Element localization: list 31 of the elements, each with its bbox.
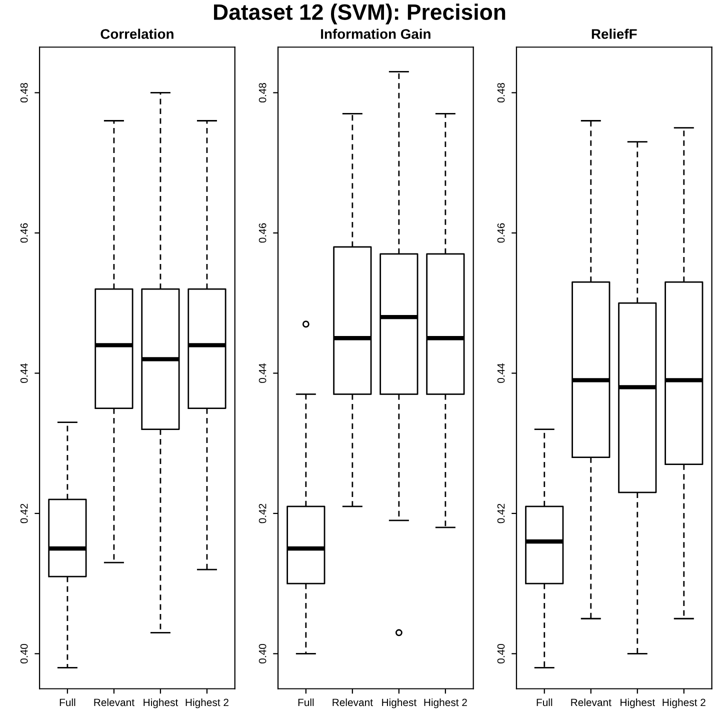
y-tick-label: 0.44	[20, 363, 28, 383]
chart-subtitle: Information Gain	[321, 28, 430, 39]
x-tick-label: Relevant	[94, 698, 134, 706]
y-tick-label: 0.42	[20, 504, 28, 524]
x-tick-label: Highest 2	[424, 698, 467, 708]
x-tick-label: Highest 2	[186, 698, 228, 708]
x-tick-label: Full	[536, 698, 552, 706]
chart-subtitle: Correlation	[100, 28, 174, 39]
y-tick-label: 0.46	[258, 223, 266, 243]
x-tick-label: Highest	[144, 698, 178, 708]
y-tick-label: 0.40	[497, 644, 505, 664]
x-tick-label: Full	[60, 698, 76, 706]
y-tick-label: 0.46	[497, 223, 505, 243]
y-tick-label: 0.42	[497, 504, 505, 524]
chart-subtitle: ReliefF	[592, 28, 637, 39]
y-tick-label: 0.48	[497, 83, 505, 102]
y-tick-label: 0.48	[258, 83, 266, 102]
x-tick-label: Relevant	[571, 698, 612, 706]
chart-title: Dataset 12 (SVM): Precision	[214, 4, 506, 24]
x-tick-label: Full	[298, 698, 314, 706]
y-tick-label: 0.40	[258, 644, 266, 664]
x-tick-label: Highest	[620, 698, 655, 708]
y-tick-label: 0.44	[497, 363, 505, 383]
x-tick-label: Relevant	[332, 698, 373, 706]
y-tick-label: 0.48	[20, 83, 28, 102]
y-tick-label: 0.42	[258, 504, 266, 524]
y-tick-label: 0.40	[20, 644, 28, 664]
x-tick-label: Highest	[382, 698, 417, 708]
x-tick-label: Highest 2	[662, 698, 706, 708]
y-tick-label: 0.46	[20, 223, 28, 243]
y-tick-label: 0.44	[258, 363, 266, 383]
